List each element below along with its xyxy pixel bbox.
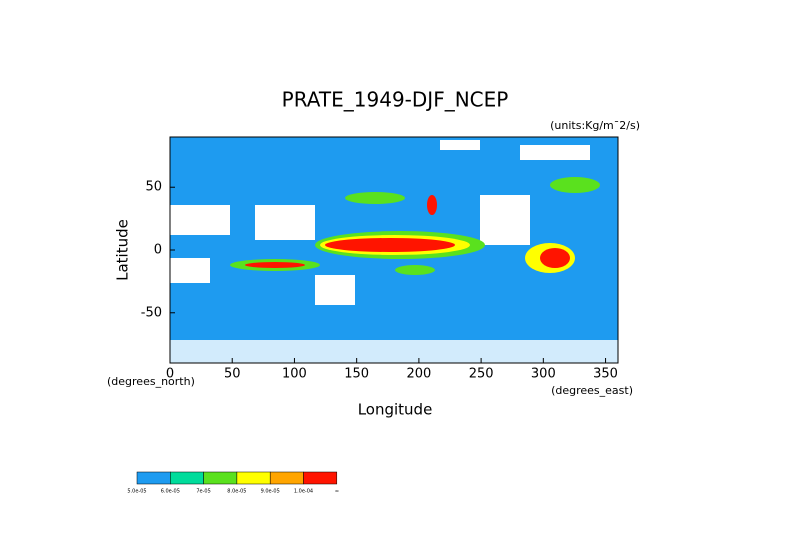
colorbar-label: ∞ [335,489,339,495]
y-axis-label: Latitude [114,219,132,281]
x-tick-label: 100 [282,367,307,382]
colorbar-swatch [170,471,204,485]
field-patches [170,140,618,363]
units-label: (units:Kg/m¯2/s) [550,119,640,132]
y-tick-label: 50 [145,180,162,195]
x-tick-label: 150 [344,367,369,382]
y-tick-label: -50 [141,305,162,320]
colorbar-swatch [269,471,304,485]
colorbar-swatch [203,471,238,485]
colorbar-label: 1.0e-04 [294,489,313,495]
y-unit-label: (degrees_north) [107,375,195,388]
x-tick-label: 350 [593,367,618,382]
x-unit-label: (degrees_east) [551,384,633,397]
colorbar-label: 7e-05 [196,489,210,495]
colorbar-swatch [236,471,271,485]
colorbar-label: 6.0e-05 [161,489,180,495]
x-tick-label: 300 [531,367,556,382]
colorbar-swatch [136,471,171,485]
x-axis-label: Longitude [358,401,433,419]
colorbar-swatch [303,471,338,485]
x-tick-label: 50 [224,367,241,382]
x-tick-label: 0 [166,367,174,382]
x-tick-label: 200 [406,367,431,382]
colorbar-label: 8.0e-05 [227,489,246,495]
x-tick-label: 250 [469,367,494,382]
colorbar-label: 5.0e-05 [127,489,146,495]
chart-title: PRATE_1949-DJF_NCEP [282,88,509,112]
colorbar-label: 9.0e-05 [261,489,280,495]
y-tick-label: 0 [154,243,162,258]
